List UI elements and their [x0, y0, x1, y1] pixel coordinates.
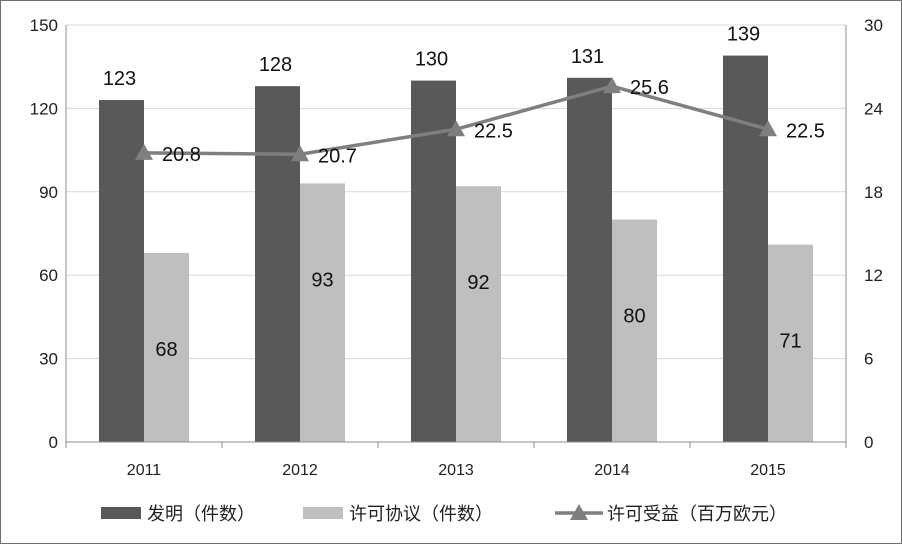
- bar-invention: [411, 80, 456, 442]
- bars: [99, 55, 813, 443]
- y2-tick-label: 30: [864, 16, 883, 35]
- data-label-license: 80: [623, 306, 645, 328]
- data-label-license: 93: [311, 269, 333, 291]
- bar-license: [768, 244, 813, 442]
- data-label-invention: 131: [571, 46, 604, 68]
- line-marker-triangle: [759, 120, 777, 137]
- x-tick-label: 2013: [438, 462, 474, 479]
- data-label-license: 71: [779, 331, 801, 353]
- data-label-license: 92: [467, 272, 489, 294]
- x-tick-label: 2012: [282, 462, 318, 479]
- bar-invention: [255, 86, 300, 442]
- bar-invention: [99, 100, 144, 442]
- data-label-invention: 130: [415, 49, 448, 71]
- y2-tick-label: 12: [864, 266, 883, 285]
- y2-tick-label: 18: [864, 183, 883, 202]
- legend-label-invention: 发明（件数）: [147, 504, 255, 525]
- y-tick-label: 150: [30, 16, 58, 35]
- x-tick-label: 2015: [750, 462, 786, 479]
- y-tick-label: 120: [30, 99, 58, 118]
- data-label-invention: 139: [727, 24, 760, 46]
- y2-tick-label: 0: [864, 433, 873, 452]
- y-tick-label: 60: [39, 266, 58, 285]
- legend-label-revenue: 许可受益（百万欧元）: [607, 504, 787, 525]
- bar-invention: [567, 77, 612, 442]
- line-marker-triangle: [447, 120, 465, 137]
- line-marker-triangle: [135, 143, 153, 160]
- data-labels: 123 68 128 93 130 92 131 80 139 71 20.8 20.7 22.5 25.…: [103, 24, 825, 361]
- legend-swatch-invention: [101, 507, 141, 519]
- y-tick-label: 90: [39, 183, 58, 202]
- data-label-license: 68: [155, 339, 177, 361]
- y-tick-label: 30: [39, 350, 58, 369]
- legend-label-license: 许可协议（件数）: [349, 504, 493, 525]
- line-marker-triangle: [291, 145, 309, 162]
- legend: 发明（件数） 许可协议（件数） 许可受益（百万欧元）: [101, 504, 787, 525]
- x-tick-label: 2014: [594, 462, 630, 479]
- bar-license: [456, 186, 501, 442]
- axes: 0 30 60 90 120 150 0 6 12 18 24 30 2011 2012 2013 2014 2…: [30, 16, 883, 479]
- y2-tick-label: 6: [864, 350, 873, 369]
- bar-license: [612, 219, 657, 442]
- data-label-revenue: 22.5: [474, 120, 513, 142]
- y-tick-label: 0: [49, 433, 58, 452]
- x-tick-label: 2011: [127, 462, 162, 479]
- line-marker-triangle: [603, 77, 621, 94]
- data-label-revenue: 20.7: [318, 145, 357, 167]
- data-label-revenue: 20.8: [162, 144, 201, 166]
- legend-swatch-license: [303, 507, 343, 519]
- data-label-revenue: 22.5: [786, 120, 825, 142]
- data-label-invention: 128: [259, 54, 292, 76]
- y2-tick-label: 24: [864, 99, 883, 118]
- data-label-revenue: 25.6: [630, 77, 669, 99]
- data-label-invention: 123: [103, 68, 136, 90]
- line-series: [135, 77, 777, 162]
- legend-swatch-revenue-marker: [570, 504, 588, 520]
- bar-invention: [723, 55, 768, 443]
- bar-license: [144, 252, 189, 442]
- bar-license: [300, 183, 345, 442]
